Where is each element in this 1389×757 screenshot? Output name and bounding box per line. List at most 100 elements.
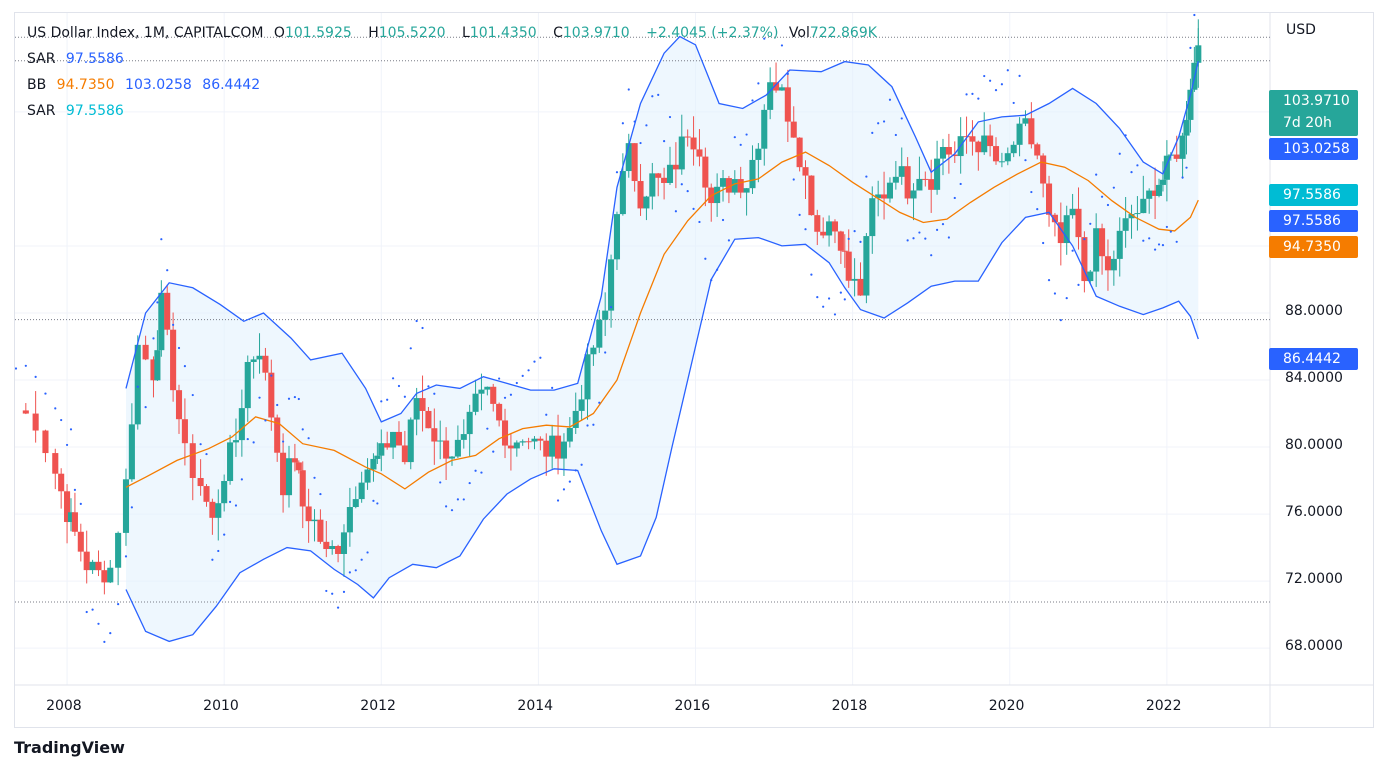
sar-dot (270, 374, 273, 377)
candle-body (407, 419, 414, 463)
candle-body (910, 190, 917, 199)
chart-canvas[interactable] (15, 13, 1373, 727)
sar-dot (704, 257, 707, 260)
sar-dot (615, 171, 619, 174)
candle-body (142, 344, 149, 360)
candle-body (898, 166, 905, 177)
sar-dot (692, 207, 695, 211)
sar-dot (427, 385, 430, 388)
sar-dot (44, 392, 47, 395)
candle-body (875, 194, 882, 199)
candle-body (566, 427, 573, 442)
candle-body (690, 137, 697, 150)
sar-dot (348, 571, 351, 574)
sar-dot (1006, 69, 1009, 72)
candle-body (340, 532, 348, 554)
sar-dot (639, 141, 642, 145)
sar-dot (360, 558, 363, 561)
candle-body (904, 166, 911, 199)
sar-dot (1042, 241, 1045, 245)
sar-dot (1077, 283, 1080, 286)
price-tag-value: 86.4442 (1283, 351, 1341, 367)
sar-dot (462, 498, 465, 501)
candle-body (268, 372, 275, 418)
sar-dot (882, 120, 886, 123)
candle-body (1110, 258, 1117, 271)
sar-dot (994, 89, 998, 92)
tradingview-logo: TradingView (14, 738, 125, 757)
legend-sar-1[interactable]: SAR 97.5586 (27, 50, 130, 68)
candle-body (215, 503, 222, 518)
sar-dot (739, 143, 742, 146)
sar-dot (509, 393, 513, 396)
candle-body (280, 452, 287, 496)
sar-dot (223, 533, 226, 536)
sar-dot (810, 273, 813, 276)
sar-dot (983, 74, 986, 78)
sar-dot (1112, 186, 1115, 189)
candle-body (358, 482, 365, 500)
sar-dot (1189, 46, 1192, 49)
candle-body (472, 393, 479, 412)
candle-body (305, 506, 312, 522)
candle-body (170, 329, 177, 391)
chart-frame[interactable] (14, 12, 1374, 728)
sar-dot (240, 478, 243, 481)
candle-body (52, 453, 59, 474)
candle-body (401, 445, 408, 463)
sar-dot (710, 279, 713, 282)
year-tick-label: 2020 (988, 698, 1025, 714)
candle-body (737, 179, 744, 193)
candle-body (661, 177, 668, 183)
sar-dot (397, 384, 401, 388)
candle-body (531, 438, 538, 442)
sar-dot (228, 500, 232, 503)
candle-body (922, 178, 929, 180)
candle-body (1173, 154, 1180, 159)
sar-dot (839, 291, 842, 294)
symbol-title: US Dollar Index, 1M, CAPITALCOM (27, 25, 264, 41)
sar-dot (621, 122, 624, 125)
candle-body (1051, 214, 1058, 223)
sar-dot (1169, 230, 1172, 233)
indicator-value: 103.0258 (125, 77, 192, 93)
sar-dot (633, 120, 636, 123)
indicator-value: 97.5586 (65, 103, 124, 119)
candle-body (466, 411, 473, 435)
candle-body (841, 250, 848, 252)
candle-body (364, 469, 371, 483)
candle-body (189, 443, 196, 478)
candle-body (1155, 184, 1163, 196)
candle-body (1163, 155, 1170, 180)
sar-dot (965, 93, 968, 96)
candle-body (175, 390, 183, 420)
sar-dot (79, 502, 82, 505)
indicator-value: 97.5586 (65, 51, 124, 67)
candle-body (209, 501, 216, 518)
price-tag: 103.0258 (1269, 138, 1358, 160)
sar-dot (117, 603, 120, 606)
legend-sar-2[interactable]: SAR 97.5586 (27, 102, 130, 120)
sar-dot (1175, 240, 1178, 243)
price-tag-value: 97.5586 (1283, 213, 1341, 229)
sar-dot (1030, 190, 1033, 194)
sar-dot (65, 443, 69, 447)
top-strip (0, 0, 1389, 12)
sar-dot (843, 298, 846, 301)
sar-dot (456, 498, 459, 501)
sar-dot (941, 222, 945, 226)
sar-dot (450, 509, 454, 512)
sar-dot (409, 347, 412, 350)
sar-dot (331, 592, 334, 595)
candle-body (323, 541, 330, 550)
bb-band-fill (126, 36, 1199, 642)
sar-dot (252, 441, 255, 444)
candle-body (725, 178, 732, 193)
candle-body (714, 186, 721, 204)
candle-body (678, 136, 685, 170)
sar-dot (751, 99, 754, 102)
sar-dot (580, 463, 583, 466)
candle-body (992, 146, 1000, 162)
sar-dot (574, 469, 577, 472)
legend-bb[interactable]: BB 94.7350 103.0258 86.4442 (27, 76, 266, 94)
